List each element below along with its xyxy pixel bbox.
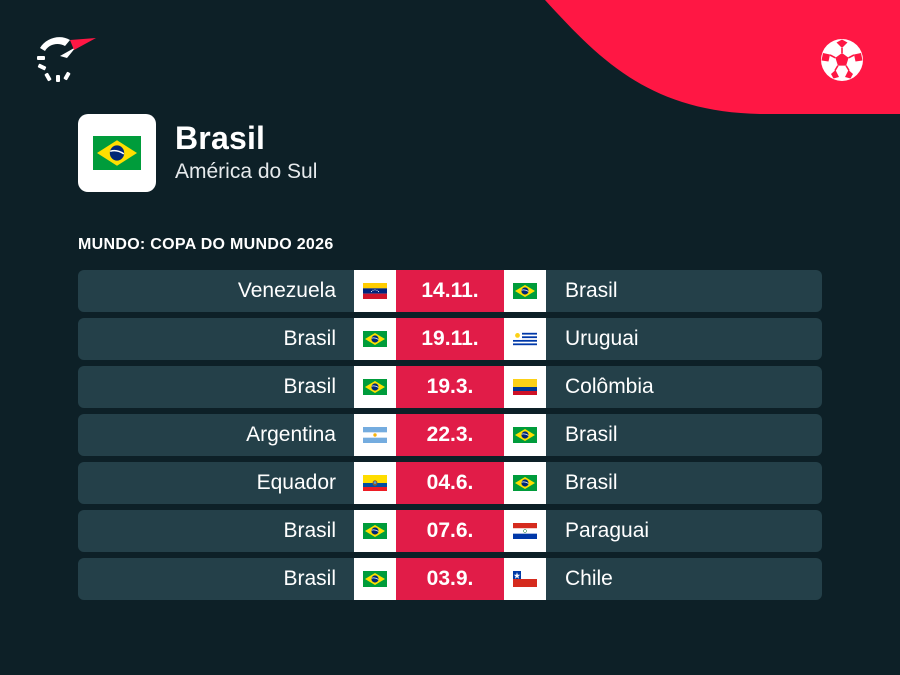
match-date: 19.3. xyxy=(396,366,504,408)
home-team: Brasil xyxy=(283,327,336,350)
match-date: 03.9. xyxy=(396,558,504,600)
match-date: 14.11. xyxy=(396,270,504,312)
away-team: Colômbia xyxy=(565,375,654,398)
match-date: 22.3. xyxy=(396,414,504,456)
flashscore-logo-icon xyxy=(37,37,96,82)
brazil-flag-icon xyxy=(363,331,387,347)
brazil-flag-icon xyxy=(363,523,387,539)
home-team: Brasil xyxy=(283,375,336,398)
team-name: Brasil xyxy=(175,120,266,156)
brazil-flag-icon xyxy=(93,136,141,170)
venezuela-flag-icon xyxy=(363,283,387,299)
corner-accent-shape xyxy=(545,0,900,114)
match-row[interactable]: Brasil 03.9. Chile xyxy=(78,558,822,600)
match-row[interactable]: Brasil 19.11. Uruguai xyxy=(78,318,822,360)
match-row[interactable]: Brasil 07.6. Paraguai xyxy=(78,510,822,552)
brazil-flag-icon xyxy=(513,475,537,491)
match-row[interactable]: Equador 04.6. Brasil xyxy=(78,462,822,504)
home-team: Equador xyxy=(256,471,336,494)
match-date: 04.6. xyxy=(396,462,504,504)
away-team: Uruguai xyxy=(565,327,639,350)
matches-list: Venezuela 14.11. Brasil Brasil 19.11. Ur… xyxy=(78,270,822,606)
away-team: Brasil xyxy=(565,279,618,302)
competition-title: MUNDO: COPA DO MUNDO 2026 xyxy=(78,236,334,253)
football-ball-icon[interactable] xyxy=(818,36,866,84)
brazil-flag-icon xyxy=(513,427,537,443)
match-row[interactable]: Argentina 22.3. Brasil xyxy=(78,414,822,456)
match-date: 07.6. xyxy=(396,510,504,552)
match-date: 19.11. xyxy=(396,318,504,360)
paraguay-flag-icon xyxy=(513,523,537,539)
away-team: Chile xyxy=(565,567,613,590)
brazil-flag-icon xyxy=(363,379,387,395)
away-team: Paraguai xyxy=(565,519,650,542)
ecuador-flag-icon xyxy=(363,475,387,491)
colombia-flag-icon xyxy=(513,379,537,395)
chile-flag-icon xyxy=(513,571,537,587)
team-flag-card xyxy=(78,114,156,192)
home-team: Brasil xyxy=(283,519,336,542)
home-team: Brasil xyxy=(283,567,336,590)
brazil-flag-icon xyxy=(513,283,537,299)
match-row[interactable]: Brasil 19.3. Colômbia xyxy=(78,366,822,408)
home-team: Argentina xyxy=(246,423,336,446)
home-team: Venezuela xyxy=(237,279,336,302)
away-team: Brasil xyxy=(565,471,618,494)
away-team: Brasil xyxy=(565,423,618,446)
argentina-flag-icon xyxy=(363,427,387,443)
brazil-flag-icon xyxy=(363,571,387,587)
uruguay-flag-icon xyxy=(513,331,537,347)
team-region: América do Sul xyxy=(175,160,318,183)
match-row[interactable]: Venezuela 14.11. Brasil xyxy=(78,270,822,312)
